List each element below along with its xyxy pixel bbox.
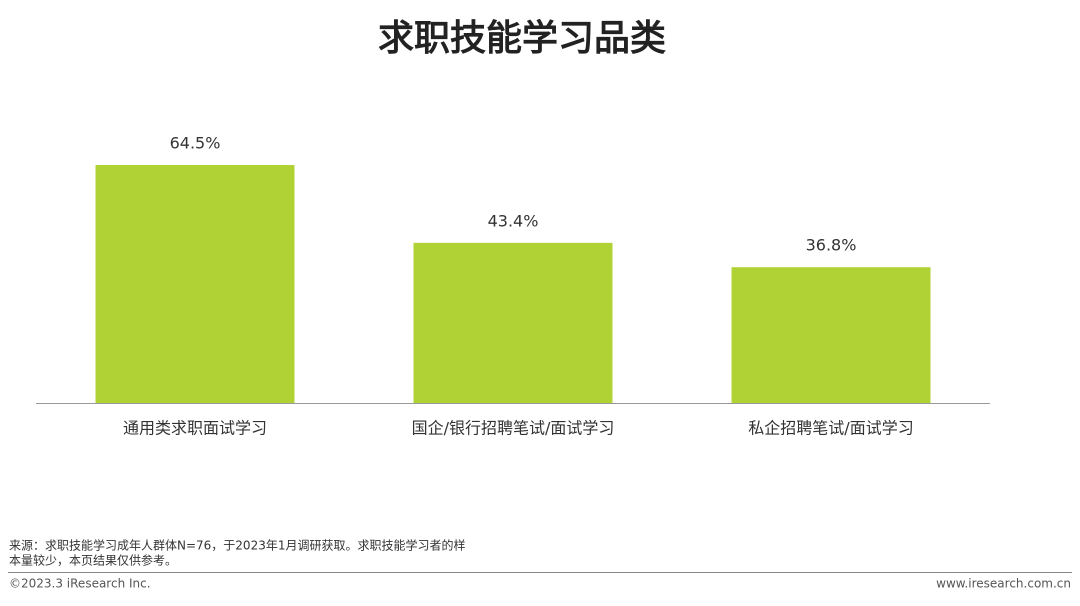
value-label: 64.5% xyxy=(170,134,221,153)
value-label: 43.4% xyxy=(488,211,539,230)
x-tick-label: 国企/银行招聘笔试/面试学习 xyxy=(412,419,615,438)
bar xyxy=(731,267,931,403)
copyright: ©2023.3 iResearch Inc. xyxy=(9,577,151,591)
x-tick-label: 私企招聘笔试/面试学习 xyxy=(748,419,913,438)
x-tick-label: 通用类求职面试学习 xyxy=(123,419,267,438)
website: www.iresearch.com.cn xyxy=(936,577,1071,591)
source-note: 来源：求职技能学习成年人群体N=76，于2023年1月调研获取。求职技能学习者的… xyxy=(9,538,465,553)
value-label: 36.8% xyxy=(806,236,857,255)
bar xyxy=(95,165,295,403)
chart-title: 求职技能学习品类 xyxy=(378,17,666,59)
source-note: 本量较少，本页结果仅供参考。 xyxy=(9,553,177,568)
bar xyxy=(413,242,613,403)
